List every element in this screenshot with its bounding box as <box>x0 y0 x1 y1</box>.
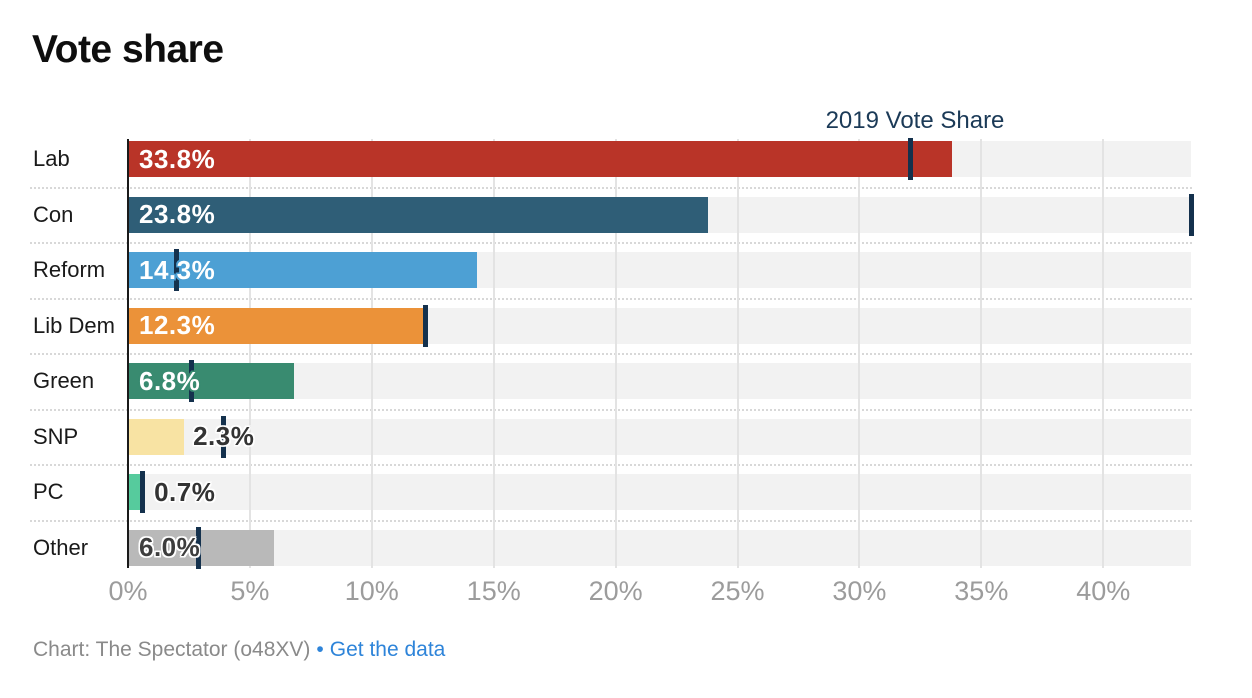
marker-2019-reform <box>174 249 180 291</box>
gridline-40pct <box>1102 139 1105 568</box>
track-pc <box>128 474 1191 510</box>
vote-share-bar-reform <box>128 252 477 288</box>
row-separator <box>30 353 1192 355</box>
row-separator <box>30 464 1192 466</box>
gridline-20pct <box>614 139 617 568</box>
track-other <box>128 529 1191 566</box>
row-label-lab: Lab <box>33 146 70 171</box>
gridline-30pct <box>858 139 861 568</box>
x-tick-label-40pct: 40% <box>1076 576 1131 606</box>
marker-2019-other <box>196 526 202 569</box>
vote-share-bar-snp <box>128 418 185 455</box>
x-tick-label-5pct: 5% <box>230 576 270 606</box>
row-label-other: Other <box>33 534 89 560</box>
x-tick-label-25pct: 25% <box>710 576 765 606</box>
value-label-lab: 33.8% <box>139 143 216 174</box>
vote-share-bar-lib-dem <box>128 307 428 344</box>
chart-title: Vote share <box>32 28 224 71</box>
annotation-2019-vote-share: 2019 Vote Share <box>825 107 1005 134</box>
row-label-lib-dem: Lib Dem <box>33 312 115 338</box>
x-tick-label-35pct: 35% <box>954 576 1009 606</box>
chart-footer: Chart: The Spectator (o48XV) • Get the dat… <box>33 638 445 662</box>
marker-2019-con <box>1188 193 1194 236</box>
gridline-5pct <box>248 139 251 568</box>
row-label-pc: PC <box>33 479 64 504</box>
x-tick-label-10pct: 10% <box>344 576 399 606</box>
gridline-35pct <box>980 139 983 568</box>
get-the-data-link[interactable]: Get the data <box>329 638 446 661</box>
value-label-pc: 0.7% <box>154 476 216 507</box>
footer-separator: • <box>316 638 324 661</box>
x-tick-label-15pct: 15% <box>466 576 521 606</box>
row-separator <box>30 242 1192 244</box>
vote-share-bar-con <box>128 196 709 233</box>
value-label-other: 6.0% <box>139 532 201 562</box>
value-label-con: 23.8% <box>139 199 216 229</box>
row-label-con: Con <box>33 201 74 227</box>
x-tick-label-0pct: 0% <box>108 576 148 606</box>
marker-2019-snp <box>220 415 226 458</box>
gridline-10pct <box>370 139 373 568</box>
value-label-snp: 2.3% <box>193 421 255 451</box>
marker-2019-lib-dem <box>422 304 428 347</box>
row-separator <box>30 408 1192 411</box>
row-separator <box>30 297 1192 300</box>
x-tick-label-20pct: 20% <box>588 576 643 606</box>
y-axis-line <box>127 139 129 568</box>
row-label-snp: SNP <box>33 423 79 449</box>
value-label-reform: 14.3% <box>139 254 216 285</box>
row-label-green: Green <box>33 368 95 393</box>
gridline-15pct <box>492 139 495 568</box>
vote-share-bar-lab <box>128 141 953 177</box>
value-label-green: 6.8% <box>139 365 201 396</box>
marker-2019-lab <box>908 138 914 180</box>
value-label-lib-dem: 12.3% <box>139 310 216 340</box>
track-snp <box>128 418 1191 455</box>
row-separator <box>30 186 1192 189</box>
row-label-reform: Reform <box>33 257 106 282</box>
marker-2019-pc <box>140 471 146 513</box>
track-green <box>128 363 1191 399</box>
marker-2019-green <box>188 360 194 402</box>
vote-share-bar-green <box>128 363 294 399</box>
gridline-25pct <box>736 139 739 568</box>
row-separator <box>30 519 1192 522</box>
x-tick-label-30pct: 30% <box>832 576 887 606</box>
source-credit: Chart: The Spectator (o48XV) <box>33 638 311 661</box>
